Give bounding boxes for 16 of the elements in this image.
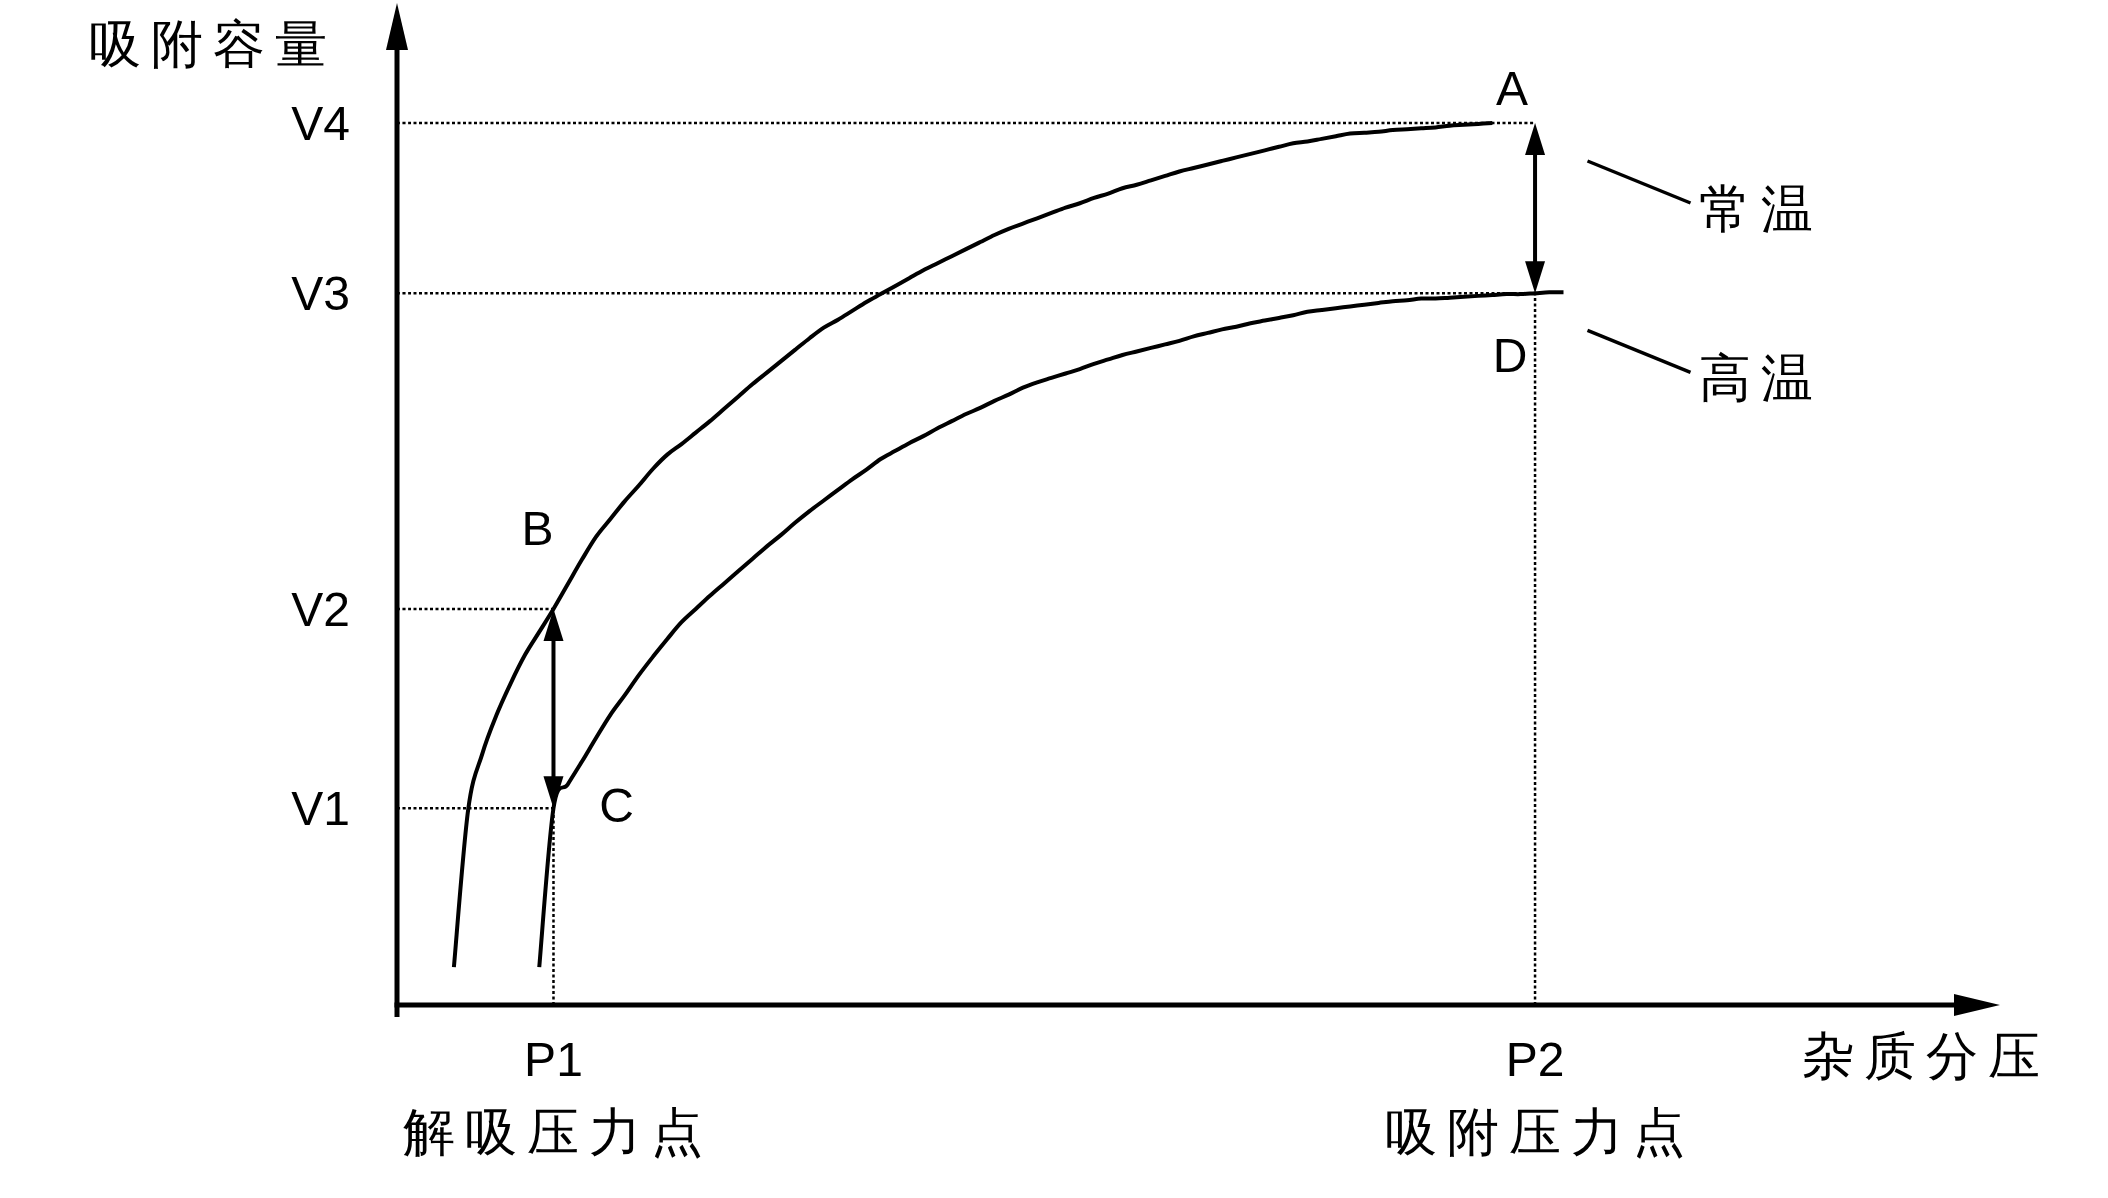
series-label: V2	[291, 582, 350, 636]
series-label: V3	[291, 267, 350, 321]
x-axis-title: 杂质分压	[1802, 1026, 2050, 1086]
series-label: V1	[291, 782, 350, 836]
text: A	[1496, 62, 1529, 115]
annotation: C	[599, 779, 634, 833]
text: 吸附压力点	[1385, 1102, 1696, 1162]
legend-label: 常温	[1698, 179, 1823, 239]
annotation: D	[1492, 329, 1528, 383]
series-label: V4	[291, 97, 350, 150]
x-tick-label: P1	[524, 1033, 583, 1086]
text: 解吸压力点	[403, 1102, 714, 1162]
annotation: B	[521, 501, 554, 555]
y-axis-title: 吸附容量	[89, 14, 337, 74]
legend-label: 高温	[1698, 348, 1823, 409]
x-tick-label: P2	[1505, 1033, 1565, 1086]
